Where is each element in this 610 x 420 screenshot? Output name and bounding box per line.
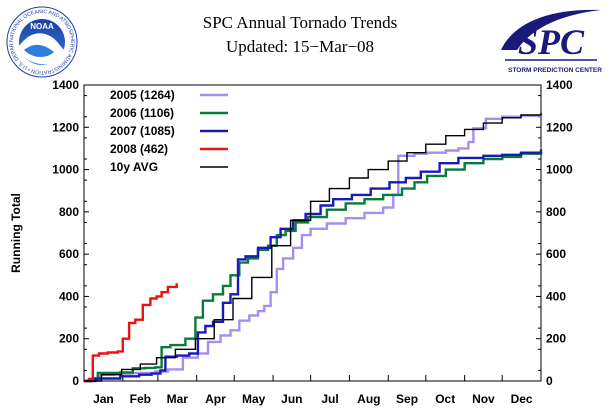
spc-logo-text: SPC xyxy=(518,22,585,62)
chart-title: SPC Annual Tornado Trends xyxy=(202,13,398,32)
x-tick-label: Nov xyxy=(472,392,495,406)
y-tick-label-left: 0 xyxy=(72,374,79,388)
legend-label: 2005 (1264) xyxy=(110,88,175,102)
y-tick-label-left: 1200 xyxy=(52,120,79,134)
legend-label: 2007 (1085) xyxy=(110,124,175,138)
y-tick-label-right: 200 xyxy=(546,332,566,346)
y-tick-label-left: 600 xyxy=(59,247,79,261)
y-tick-label-right: 800 xyxy=(546,205,566,219)
y-tick-label-left: 200 xyxy=(59,332,79,346)
legend-label: 2006 (1106) xyxy=(110,106,174,120)
x-tick-label: Jul xyxy=(321,392,338,406)
x-tick-label: Jan xyxy=(93,392,114,406)
legend: 2005 (1264) 2006 (1106) 2007 (1085) 2008 (4… xyxy=(110,88,228,174)
noaa-logo: NATIONAL OCEANIC AND ATMOSPHERIC ADMINIS… xyxy=(6,6,78,78)
x-tick-label: May xyxy=(242,392,266,406)
legend-label: 2008 (462) xyxy=(110,142,168,156)
x-tick-label: Oct xyxy=(435,392,455,406)
x-tick-label: Jun xyxy=(281,392,302,406)
plot-frame xyxy=(83,84,542,382)
x-tick-label: Apr xyxy=(205,392,226,406)
y-tick-label-left: 400 xyxy=(59,289,79,303)
y-tick-label-right: 0 xyxy=(546,374,553,388)
y-tick-label-left: 1400 xyxy=(52,78,79,92)
series-lines xyxy=(84,112,543,383)
x-tick-label: Aug xyxy=(357,392,380,406)
y-axis-title: Running Total xyxy=(9,193,23,273)
axes: 0 0 200 200 400 400 600 600 800 800 1000 1000 1200 12… xyxy=(52,78,573,406)
x-tick-label: Feb xyxy=(130,392,151,406)
y-tick-label-left: 1000 xyxy=(52,163,79,177)
chart-updated-date: Updated: 15−Mar−08 xyxy=(225,37,375,56)
series-line-2007 xyxy=(84,149,543,383)
y-tick-label-right: 600 xyxy=(546,247,566,261)
series-line-2006 xyxy=(84,152,543,383)
spc-logo: SPC STORM PREDICTION CENTER xyxy=(501,9,602,74)
series-line-2008 xyxy=(84,283,178,383)
noaa-logo-text: NOAA xyxy=(30,22,54,31)
x-tick-label: Dec xyxy=(511,392,533,406)
y-tick-label-right: 400 xyxy=(546,289,566,303)
y-tick-label-right: 1000 xyxy=(546,163,573,177)
y-tick-label-right: 1400 xyxy=(546,78,573,92)
series-line-10y xyxy=(84,112,542,382)
series-line-2005 xyxy=(84,113,543,383)
spc-caption: STORM PREDICTION CENTER xyxy=(508,67,602,74)
y-tick-label-right: 1200 xyxy=(546,120,573,134)
y-tick-label-left: 800 xyxy=(59,205,79,219)
legend-label: 10y AVG xyxy=(110,160,158,174)
x-tick-label: Mar xyxy=(167,392,189,406)
x-tick-label: Sep xyxy=(396,392,418,406)
